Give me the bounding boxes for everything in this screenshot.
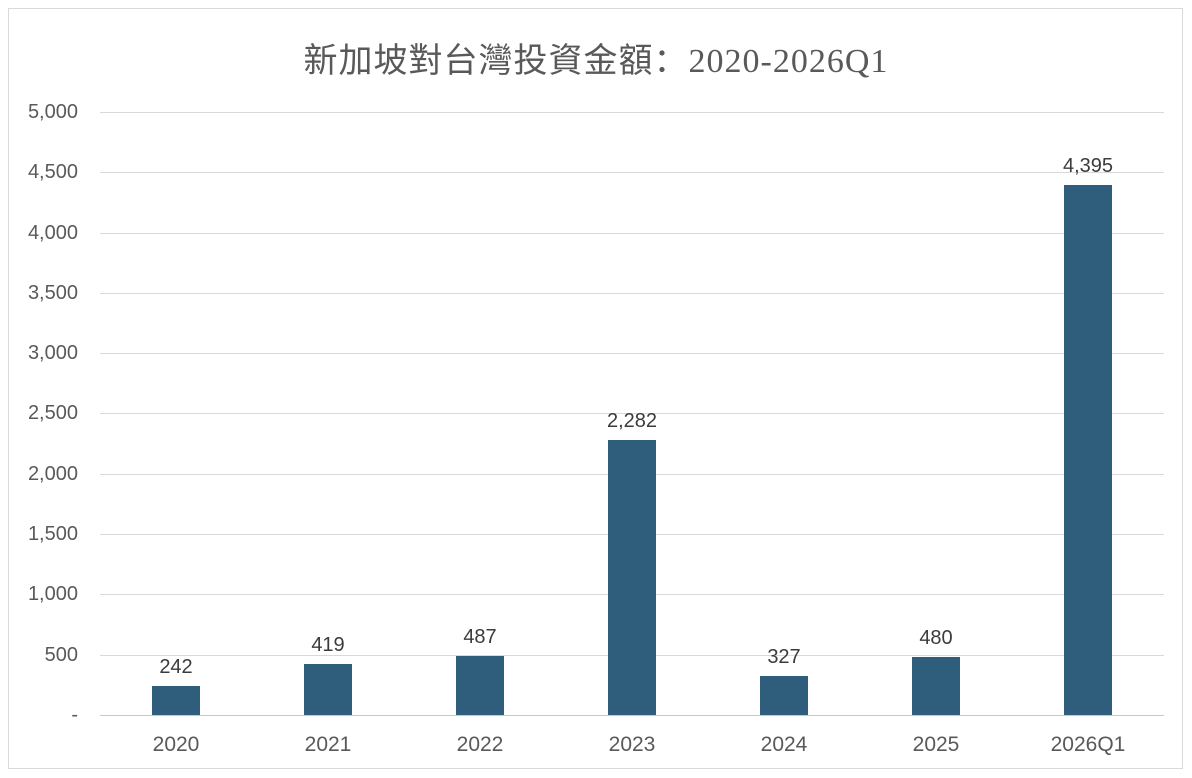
gridline xyxy=(100,413,1164,414)
x-tick-label: 2026Q1 xyxy=(1050,733,1126,756)
bar-value-label: 419 xyxy=(311,634,345,656)
bar-value-label: 4,395 xyxy=(1062,155,1114,177)
gridline xyxy=(100,353,1164,354)
bar xyxy=(152,686,200,715)
gridline xyxy=(100,172,1164,173)
y-tick-label: 5,000 xyxy=(27,101,78,123)
bar xyxy=(760,676,808,715)
chart-title: 新加坡對台灣投資金額：2020-2026Q1 xyxy=(303,43,889,80)
bar xyxy=(1064,185,1112,715)
gridline xyxy=(100,293,1164,294)
y-tick-label: 3,500 xyxy=(27,282,78,304)
y-tick-label: 4,500 xyxy=(27,161,78,183)
bar xyxy=(608,440,656,715)
x-tick-label: 2020 xyxy=(152,733,200,756)
chart-frame-border xyxy=(8,8,1183,769)
x-tick-label: 2022 xyxy=(456,733,504,756)
y-tick-label: - xyxy=(71,704,78,726)
bar-value-label: 2,282 xyxy=(606,410,658,432)
x-tick-label: 2024 xyxy=(760,733,808,756)
bar-value-label: 487 xyxy=(463,626,497,648)
x-tick-label: 2025 xyxy=(912,733,960,756)
gridline xyxy=(100,233,1164,234)
x-tick-label: 2021 xyxy=(304,733,352,756)
bar-value-label: 327 xyxy=(767,646,801,668)
gridline xyxy=(100,112,1164,113)
bar xyxy=(912,657,960,715)
y-tick-label: 1,000 xyxy=(27,583,78,605)
y-tick-label: 2,500 xyxy=(27,402,78,424)
bar xyxy=(456,656,504,715)
y-tick-label: 1,500 xyxy=(27,523,78,545)
bar-value-label: 480 xyxy=(919,627,953,649)
bar xyxy=(304,664,352,715)
x-axis-line xyxy=(100,715,1164,716)
bar-value-label: 242 xyxy=(159,656,193,678)
y-tick-label: 500 xyxy=(44,644,78,666)
x-tick-label: 2023 xyxy=(608,733,656,756)
y-tick-label: 4,000 xyxy=(27,222,78,244)
y-tick-label: 3,000 xyxy=(27,342,78,364)
y-tick-label: 2,000 xyxy=(27,463,78,485)
